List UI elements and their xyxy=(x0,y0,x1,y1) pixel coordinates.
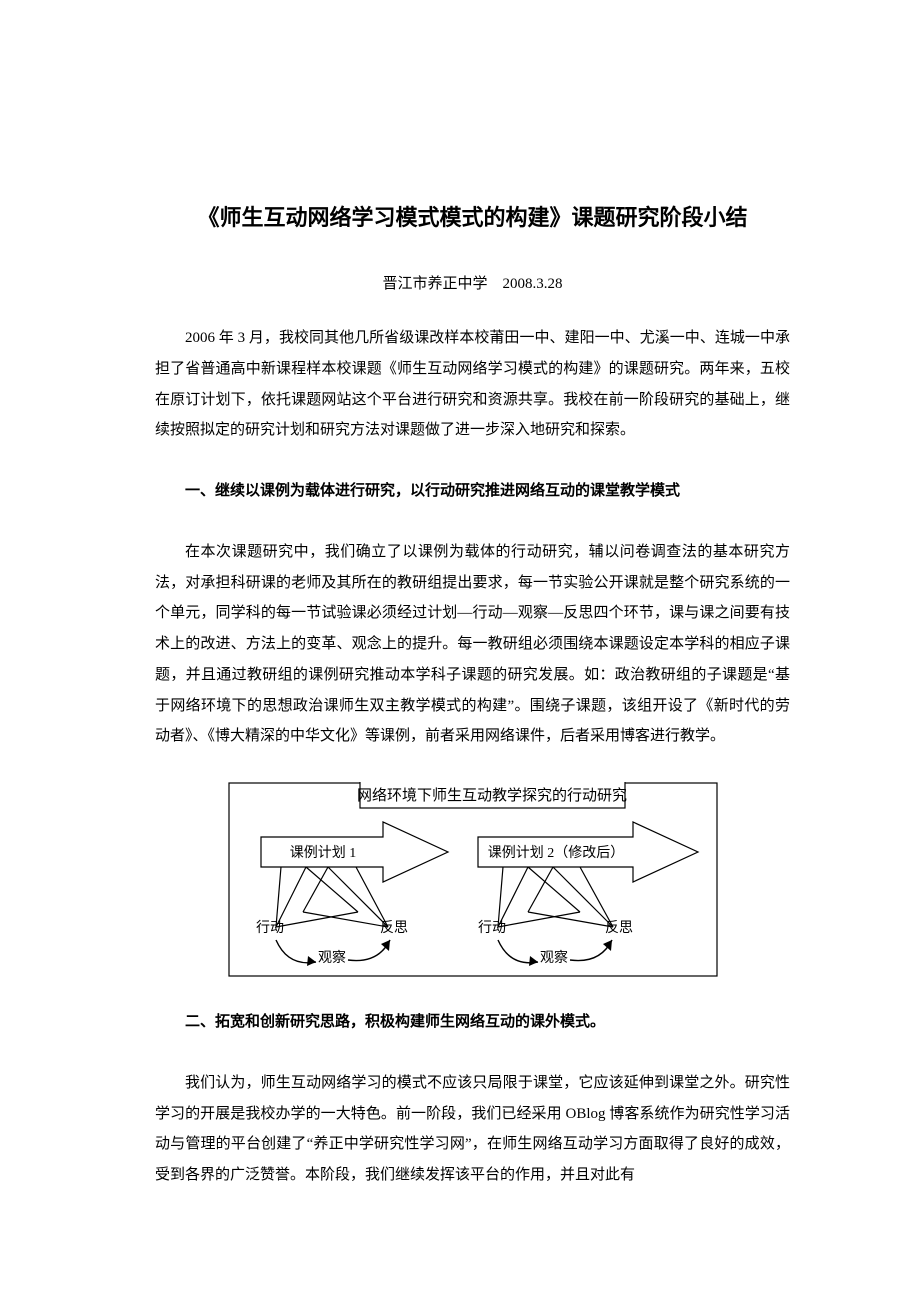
section-2-heading: 二、拓宽和创新研究思路，积极构建师生网络互动的课外模式。 xyxy=(155,1007,790,1038)
section-1-paragraph: 在本次课题研究中，我们确立了以课例为载体的行动研究，辅以问卷调查法的基本研究方法… xyxy=(155,537,790,752)
plan2-block-arrow: 课例计划 2（修改后） xyxy=(478,822,698,882)
arrowhead-or-1 xyxy=(381,940,390,951)
action-label-1: 行动 xyxy=(256,920,284,936)
action-research-diagram: 网络环境下师生互动教学探究的行动研究 课例计划 1 行动 反思 观察 xyxy=(228,782,718,982)
diagram-title-text: 网络环境下师生互动教学探究的行动研究 xyxy=(356,786,626,804)
arrowhead-or-2 xyxy=(603,940,612,951)
diagram-outer-frame xyxy=(229,783,717,976)
plan1-label: 课例计划 1 xyxy=(289,845,356,861)
section-2-paragraph: 我们认为，师生互动网络学习的模式不应该只局限于课堂，它应该延伸到课堂之外。研究性… xyxy=(155,1068,790,1191)
line-plan2-d xyxy=(580,867,613,927)
section-1-heading: 一、继续以课例为载体进行研究，以行动研究推进网络互动的课堂教学模式 xyxy=(155,476,790,507)
arrowhead-ao-1 xyxy=(307,956,316,966)
line-plan2-f xyxy=(528,867,553,912)
reflect-label-2: 反思 xyxy=(605,920,633,936)
arrowhead-ao-2 xyxy=(529,956,538,966)
document-page: 《师生互动网络学习模式模式的构建》课题研究阶段小结 晋江市养正中学 2008.3… xyxy=(0,0,920,1281)
document-title: 《师生互动网络学习模式模式的构建》课题研究阶段小结 xyxy=(155,200,790,232)
diagram-svg: 网络环境下师生互动教学探究的行动研究 课例计划 1 行动 反思 观察 xyxy=(228,782,718,977)
document-byline: 晋江市养正中学 2008.3.28 xyxy=(155,272,790,293)
action-label-2: 行动 xyxy=(478,920,506,936)
line-plan2-e xyxy=(528,867,580,912)
plan2-label: 课例计划 2（修改后） xyxy=(487,845,624,861)
intro-paragraph: 2006 年 3 月，我校同其他几所省级课改样本校莆田一中、建阳一中、尤溪一中、… xyxy=(155,323,790,446)
reflect-label-1: 反思 xyxy=(380,920,408,936)
observe-label-2: 观察 xyxy=(540,949,568,966)
observe-label-1: 观察 xyxy=(318,949,346,966)
plan1-block-arrow: 课例计划 1 xyxy=(261,822,448,882)
line-plan1-f xyxy=(303,867,328,912)
